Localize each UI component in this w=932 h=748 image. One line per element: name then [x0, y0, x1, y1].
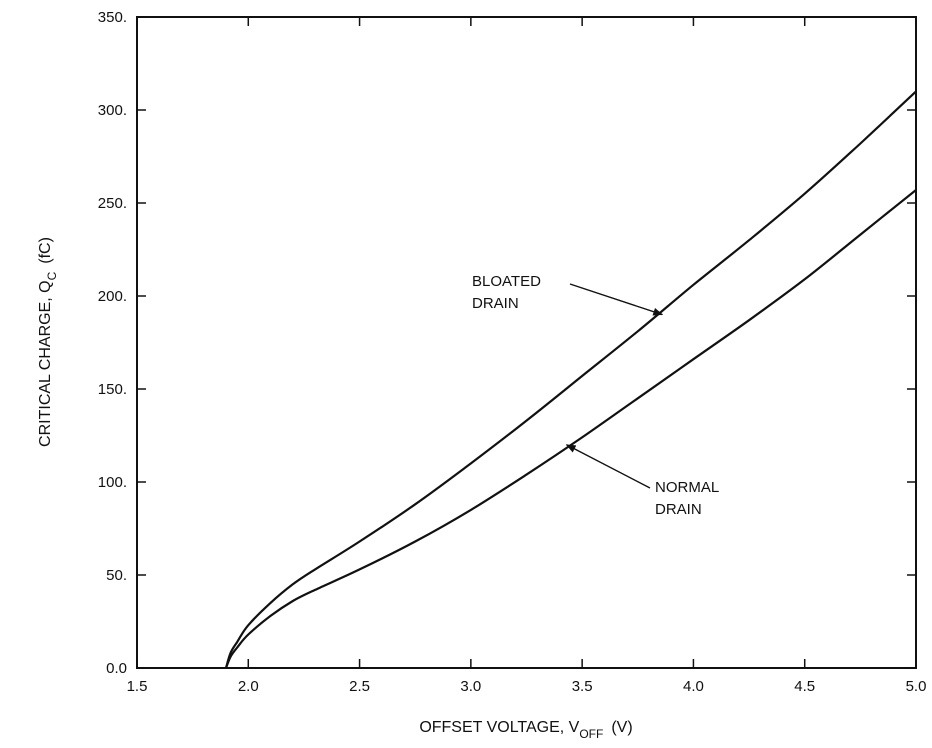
x-tick-label: 4.5 [794, 678, 815, 695]
plot-frame [136, 16, 917, 669]
y-tick-label: 250. [98, 195, 127, 212]
x-axis-ticks: 1.5 2.0 2.5 3.0 3.5 4.0 4.5 5.0 [127, 17, 927, 695]
x-tick-label: 5.0 [906, 678, 927, 695]
annotation-bloated-drain: BLOATED [472, 273, 541, 290]
y-axis-title: CRITICAL CHARGE, QC(fC) [37, 237, 59, 447]
x-tick-label: 3.5 [572, 678, 593, 695]
y-tick-label: 350. [98, 9, 127, 26]
x-tick-label: 2.0 [238, 678, 259, 695]
y-tick-label: 50. [106, 567, 127, 584]
y-tick-label: 0.0 [106, 660, 127, 677]
y-tick-label: 200. [98, 288, 127, 305]
annotations-layer: BLOATED DRAIN NORMAL DRAIN [472, 273, 719, 518]
series-line-normal-drain [224, 189, 917, 669]
x-tick-label: 1.5 [127, 678, 148, 695]
x-tick-label: 3.0 [460, 678, 481, 695]
x-axis-title: OFFSET VOLTAGE, VOFF (V) [419, 719, 632, 741]
series-layer [224, 90, 917, 669]
annotation-arrow [569, 283, 664, 316]
x-tick-label: 4.0 [683, 678, 704, 695]
y-axis-ticks: 0.0 50. 100. 150. 200. 250. 300. 350. [98, 9, 916, 677]
annotation-bloated-drain: DRAIN [472, 295, 519, 312]
y-tick-label: 300. [98, 102, 127, 119]
series-line-bloated-drain [224, 90, 917, 669]
annotation-normal-drain: NORMAL [655, 479, 719, 496]
x-tick-label: 2.5 [349, 678, 370, 695]
y-tick-label: 150. [98, 381, 127, 398]
annotation-arrow [565, 444, 651, 489]
y-tick-label: 100. [98, 474, 127, 491]
annotation-normal-drain: DRAIN [655, 501, 702, 518]
